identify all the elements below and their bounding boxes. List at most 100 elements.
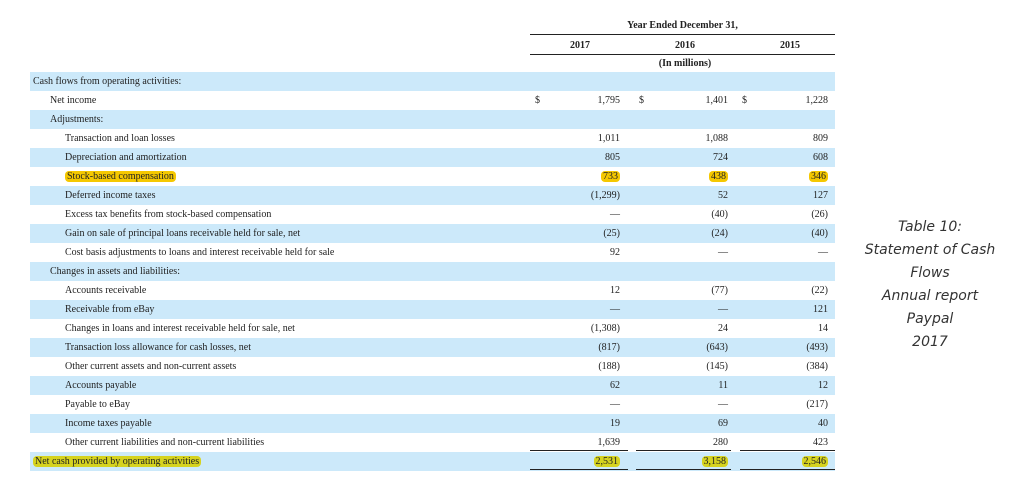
row-label-text: Cost basis adjustments to loans and inte… [65, 247, 335, 258]
value-text: 805 [605, 152, 620, 163]
total-top-rule [740, 450, 835, 451]
value-text: (217) [806, 399, 828, 410]
year-header-2015: 2015 [780, 40, 800, 51]
row-label: Changes in assets and liabilities: [50, 262, 180, 281]
row-label: Depreciation and amortization [65, 148, 187, 167]
value-text: (145) [706, 361, 728, 372]
value-text: 127 [813, 190, 828, 201]
value-cell: — [540, 395, 620, 414]
row-label-text: Payable to eBay [65, 399, 130, 410]
value-cell: — [748, 243, 828, 262]
value-text: — [610, 209, 620, 220]
row-label: Transaction loss allowance for cash loss… [65, 338, 251, 357]
value-text: 1,011 [597, 133, 620, 144]
total-bottom-rule [636, 469, 731, 470]
year-header-2017: 2017 [570, 40, 590, 51]
value-text: (77) [711, 285, 728, 296]
value-cell: 280 [648, 433, 728, 452]
row-label: Other current liabilities and non-curren… [65, 433, 264, 452]
value-text: 1,401 [705, 95, 729, 106]
value-text: 69 [718, 418, 728, 429]
row-label-text: Changes in loans and interest receivable… [65, 323, 295, 334]
value-cell: (40) [648, 205, 728, 224]
value-cell: 1,639 [540, 433, 621, 452]
table-row: Changes in loans and interest receivable… [30, 319, 835, 338]
value-cell: 62 [540, 376, 620, 395]
row-label-text: Excess tax benefits from stock-based com… [65, 209, 272, 220]
value-cell: 423 [748, 433, 828, 452]
row-label-text: Other current assets and non-current ass… [65, 361, 237, 372]
value-cell: — [540, 300, 620, 319]
value-text: (25) [603, 228, 620, 239]
caption-line: 2017 [912, 334, 948, 350]
value-text: 733 [601, 171, 620, 182]
row-label-text: Accounts receivable [65, 285, 147, 296]
value-text: 40 [818, 418, 828, 429]
value-text: 724 [713, 152, 728, 163]
table-row: Income taxes payable 19 69 40 [30, 414, 835, 433]
row-label-text: Deferred income taxes [65, 190, 156, 201]
caption-line: Paypal [906, 311, 954, 327]
table-row: Other current liabilities and non-curren… [30, 433, 835, 452]
row-label: Cash flows from operating activities: [33, 72, 181, 91]
value-cell: (384) [748, 357, 828, 376]
row-label: Changes in loans and interest receivable… [65, 319, 295, 338]
row-label: Receivable from eBay [65, 300, 154, 319]
row-label-text: Gain on sale of principal loans receivab… [65, 228, 301, 239]
total-top-rule [530, 450, 628, 451]
value-text: 12 [818, 380, 828, 391]
value-cell: (145) [648, 357, 728, 376]
row-label-text: Transaction and loan losses [65, 133, 175, 144]
value-cell: 1,795 [540, 91, 621, 110]
value-text: 809 [813, 133, 828, 144]
value-cell: 805 [540, 148, 620, 167]
value-text: (40) [711, 209, 728, 220]
dollar-sign: $ [742, 95, 747, 106]
value-cell: 1,401 [648, 91, 729, 110]
value-text: 1,795 [597, 95, 621, 106]
value-text: 608 [813, 152, 828, 163]
value-text: 14 [818, 323, 828, 334]
value-cell: — [648, 395, 728, 414]
value-text: 92 [610, 247, 620, 258]
row-label-text: Receivable from eBay [65, 304, 155, 315]
value-text: 3,158 [701, 456, 728, 467]
value-cell: (25) [540, 224, 620, 243]
value-cell: 1,228 [748, 91, 829, 110]
dollar-sign: $ [639, 95, 644, 106]
value-text: — [818, 247, 828, 258]
table-row: Transaction loss allowance for cash loss… [30, 338, 835, 357]
row-label: Adjustments: [50, 110, 103, 129]
row-label: Income taxes payable [65, 414, 152, 433]
value-text: 52 [718, 190, 728, 201]
caption-line: Annual report [881, 288, 979, 304]
value-cell: 12 [540, 281, 620, 300]
year-header-2016: 2016 [675, 40, 695, 51]
units-header: (In millions) [658, 58, 712, 69]
row-label: Accounts payable [65, 376, 136, 395]
table-row: Deferred income taxes (1,299) 52 127 [30, 186, 835, 205]
value-cell: 346 [748, 167, 828, 186]
cash-flow-table: Cash flows from operating activities: Net… [30, 72, 835, 471]
value-text: — [718, 304, 728, 315]
table-row: Cost basis adjustments to loans and inte… [30, 243, 835, 262]
value-cell: (817) [540, 338, 620, 357]
value-text: 346 [809, 171, 828, 182]
row-label-text: Stock-based compensation [65, 171, 176, 182]
table-row: Cash flows from operating activities: [30, 72, 835, 91]
row-label-text: Accounts payable [65, 380, 137, 391]
row-label-text: Other current liabilities and non-curren… [65, 437, 265, 448]
value-text: (1,299) [590, 190, 620, 201]
value-text: 121 [813, 304, 828, 315]
table-row: Accounts receivable 12 (77) (22) [30, 281, 835, 300]
row-label: Net cash provided by operating activitie… [33, 452, 202, 471]
value-cell: — [648, 243, 728, 262]
value-text: 12 [610, 285, 620, 296]
value-cell: 14 [748, 319, 828, 338]
value-cell: (22) [748, 281, 828, 300]
row-label: Net income [50, 91, 96, 110]
value-cell: (40) [748, 224, 828, 243]
caption-line: Flows [910, 265, 950, 281]
value-text: (24) [711, 228, 728, 239]
value-cell: 2,531 [540, 452, 620, 471]
